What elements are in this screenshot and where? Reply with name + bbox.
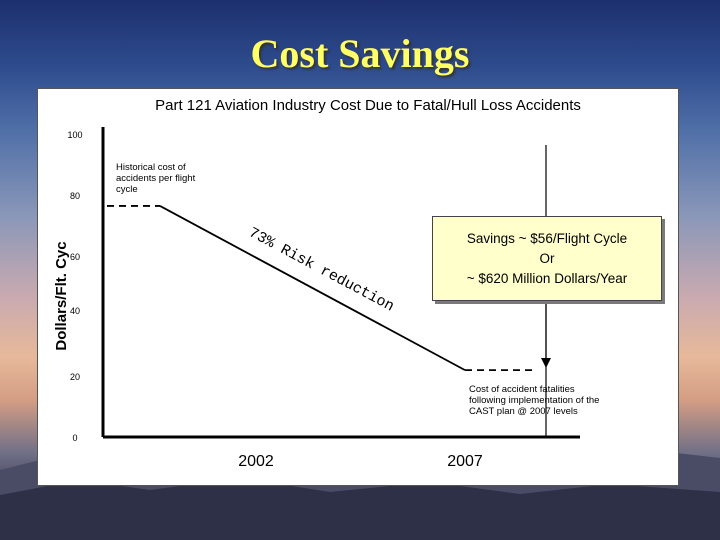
- savings-callout: Savings ~ $56/Flight Cycle Or ~ $620 Mil…: [432, 216, 662, 301]
- savings-line: Or: [539, 251, 555, 266]
- cast-note-line: Cost of accident fatalities: [469, 384, 575, 395]
- y-tick-label: 60: [70, 252, 80, 262]
- series-layer: [107, 205, 536, 372]
- historical-note: Historical cost of accidents per flight …: [116, 162, 196, 195]
- y-tick-label: 20: [70, 372, 80, 382]
- arrow-head: [541, 358, 551, 368]
- cast-note-line: following implementation of the: [469, 395, 599, 406]
- y-axis-label: Dollars/Flt. Cyc: [53, 241, 70, 350]
- cast-note: Cost of accident fatalities following im…: [469, 384, 599, 417]
- historical-note-line: cycle: [116, 184, 138, 195]
- y-tick-label: 40: [70, 306, 80, 316]
- slide-title: Cost Savings: [250, 31, 470, 76]
- risk-reduction-label: 73% Risk reduction: [246, 224, 397, 315]
- y-tick-label: 0: [72, 433, 77, 443]
- x-tick-label: 2007: [447, 453, 483, 470]
- x-tick-label: 2002: [238, 453, 274, 470]
- y-tick-labels: 100 80 60 40 20 0: [67, 130, 82, 443]
- series-segment: [159, 205, 466, 371]
- historical-note-line: Historical cost of: [116, 162, 186, 173]
- chart-title: Part 121 Aviation Industry Cost Due to F…: [155, 97, 581, 114]
- savings-line: Savings ~ $56/Flight Cycle: [466, 231, 628, 246]
- savings-line: ~ $620 Million Dollars/Year: [466, 271, 628, 286]
- y-tick-label: 80: [70, 191, 80, 201]
- cast-note-line: CAST plan @ 2007 levels: [469, 406, 578, 417]
- y-tick-label: 100: [67, 130, 82, 140]
- historical-note-line: accidents per flight: [116, 173, 196, 184]
